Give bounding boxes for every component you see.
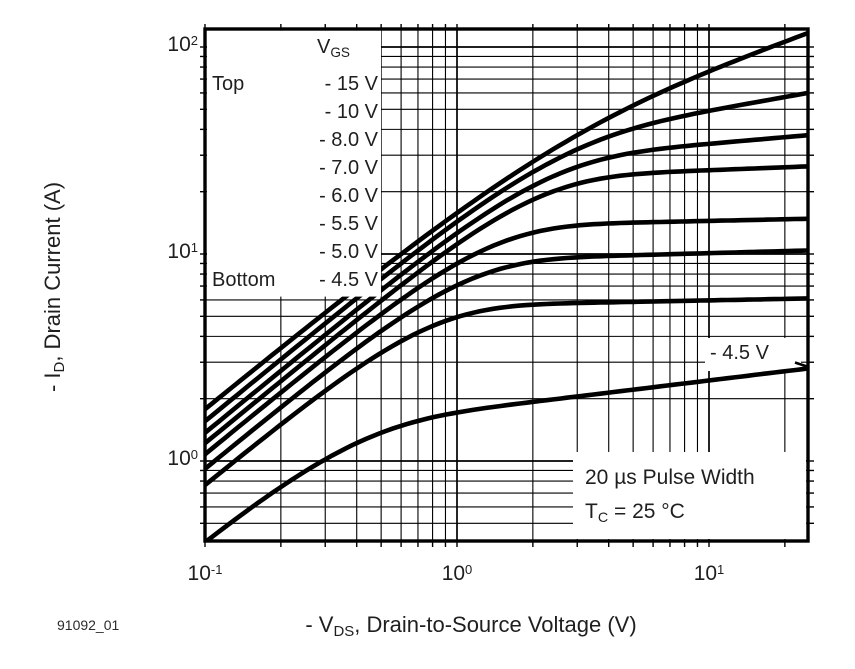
curve-vgs--80V xyxy=(205,132,808,436)
curve-vgs--10V xyxy=(205,90,808,424)
conditions-box xyxy=(573,452,806,539)
curve-vgs--55V xyxy=(205,248,808,472)
tick-base: 10 xyxy=(441,562,466,585)
conditions-line2: TC = 25 °C xyxy=(585,500,685,526)
curve-vgs--50V xyxy=(205,296,808,488)
tick-base: 10 xyxy=(167,240,191,263)
legend-box xyxy=(207,30,381,297)
curve-annotation: - 4.5 V xyxy=(710,342,769,364)
legend-entry-1: - 15 V xyxy=(324,73,378,95)
tick-exponent: 1 xyxy=(717,561,725,577)
tick-exponent: 0 xyxy=(465,561,473,577)
y-tick-label-10e0: 100 xyxy=(126,447,198,471)
x-axis-title-suffix: , Drain-to-Source Voltage (V) xyxy=(354,612,637,637)
tick-base: 10 xyxy=(187,562,211,585)
tick-base: 10 xyxy=(693,562,718,585)
legend-entry-5: - 6.0 V xyxy=(319,185,378,207)
tick-exponent: 0 xyxy=(190,446,198,462)
x-tick-label-10e0: 100 xyxy=(442,562,473,586)
x-tick-label-10e1: 101 xyxy=(694,562,725,586)
legend-entry-8: - 4.5 V xyxy=(319,269,378,291)
legend-bottom-label: Bottom xyxy=(212,269,276,291)
legend-entry-4: - 7.0 V xyxy=(319,157,378,179)
curve-vgs--45V xyxy=(205,366,808,541)
tick-base: 10 xyxy=(167,447,191,470)
x-axis-title-sub: DS xyxy=(333,623,355,641)
legend-header: VGS xyxy=(317,36,350,60)
y-tick-label-10e2: 102 xyxy=(126,33,198,57)
tick-exponent: -1 xyxy=(210,561,223,577)
annotation-box xyxy=(705,338,801,371)
conditions-line2-sub: C xyxy=(597,509,609,526)
conditions-line2-rest: = 25 °C xyxy=(608,500,685,523)
conditions-line2-base: T xyxy=(585,500,598,523)
y-axis-title-prefix: - I xyxy=(40,372,65,393)
legend-entry-2: - 10 V xyxy=(324,101,378,123)
legend-header-sub: GS xyxy=(330,44,350,60)
legend-header-base: V xyxy=(317,36,331,58)
curve-vgs--15V xyxy=(205,30,808,412)
figure-id: 91092_01 xyxy=(57,617,120,633)
tick-exponent: 2 xyxy=(190,32,198,48)
y-axis-title: - ID, Drain Current (A) xyxy=(40,181,69,393)
legend-entry-3: - 8.0 V xyxy=(319,129,378,151)
y-axis-title-sub: D xyxy=(51,361,69,373)
curve-vgs--70V xyxy=(205,164,808,446)
y-axis-title-suffix: , Drain Current (A) xyxy=(40,181,65,362)
legend-entry-7: - 5.0 V xyxy=(319,241,378,263)
curve-vgs--60V xyxy=(205,216,808,457)
plot-border xyxy=(203,27,810,543)
x-tick-label-10e-1: 10-1 xyxy=(188,562,223,586)
tick-base: 10 xyxy=(167,33,191,56)
conditions-line1: 20 µs Pulse Width xyxy=(585,466,755,489)
legend-entry-6: - 5.5 V xyxy=(319,213,378,235)
x-axis-title: - VDS, Drain-to-Source Voltage (V) xyxy=(305,612,637,641)
annotation-leader-line xyxy=(794,361,808,368)
legend-top-label: Top xyxy=(212,73,245,95)
x-axis-title-prefix: - V xyxy=(305,612,334,637)
y-tick-label-10e1: 101 xyxy=(126,240,198,264)
tick-exponent: 1 xyxy=(190,239,198,255)
